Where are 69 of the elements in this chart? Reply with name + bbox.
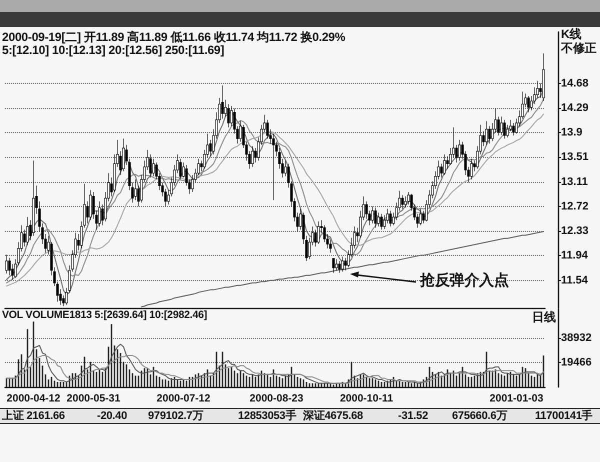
text: 11700141手 <box>535 410 593 422</box>
text: -31.52 <box>398 410 428 422</box>
candlestick <box>512 122 515 136</box>
candlestick <box>272 133 275 200</box>
x-tick-label: 2001-01-03 <box>490 392 544 404</box>
y-tick-label: 13.9 <box>561 126 582 138</box>
candlestick <box>149 154 152 178</box>
candlestick <box>89 190 92 220</box>
text: 5:[12.10] 10:[12.13] 20:[12.56] 250:[11.69] <box>2 43 224 57</box>
y-tick-label: 14.29 <box>561 102 589 114</box>
line-series <box>6 355 544 384</box>
y-tick-label: 19466 <box>561 356 592 369</box>
candlestick <box>122 138 125 172</box>
x-tick-label: 2000-10-11 <box>340 392 394 404</box>
candlestick <box>8 258 11 276</box>
candlestick <box>419 208 422 226</box>
candlestick <box>221 85 224 119</box>
candlestick <box>542 53 545 102</box>
y-tick-label: 12.72 <box>561 200 589 212</box>
y-tick-label: 11.94 <box>561 249 589 262</box>
candlestick <box>458 140 461 161</box>
candlestick <box>32 160 35 236</box>
text: -20.40 <box>97 410 127 422</box>
text: 675660.6万 <box>452 410 508 422</box>
candlestick <box>500 116 503 136</box>
candlestick <box>332 258 335 274</box>
annotation: 日线 <box>532 310 556 324</box>
chart-title: 2000-09-19[二] 开11.89 高11.89 低11.66 收11.74 均11.72 换0.29% <box>2 30 346 44</box>
x-tick-label: 2000-07-12 <box>156 392 211 404</box>
candlestick <box>374 207 377 228</box>
candlestick <box>401 194 404 210</box>
candlestick <box>470 158 473 180</box>
y-tick-label: 14.68 <box>561 77 589 90</box>
candlestick <box>485 120 488 146</box>
candlestick <box>404 196 407 208</box>
y-tick-label: 12.33 <box>561 224 589 237</box>
candlestick <box>527 96 530 113</box>
text: K线 <box>561 27 582 41</box>
chart-title: VOL VOLUME1813 5:[2639.64] 10:[2982.46] <box>2 309 208 322</box>
y-tick-label: 11.54 <box>561 274 589 286</box>
candlestick <box>371 206 374 224</box>
candlestick <box>341 256 344 272</box>
candlestick <box>152 158 155 177</box>
line-series <box>141 230 544 308</box>
text: 12853053手 <box>238 410 296 422</box>
y-tick-label: 38932 <box>561 332 592 344</box>
candlestick <box>5 254 8 274</box>
x-tick-label: 2000-08-23 <box>250 392 304 404</box>
y-tick-label: 13.51 <box>561 150 589 163</box>
candlestick <box>98 201 101 227</box>
y-tick-label: 13.11 <box>561 176 588 188</box>
text: 上证 2161.66 <box>2 410 65 422</box>
candlestick <box>317 221 320 244</box>
candlestick <box>227 104 230 128</box>
candlestick <box>443 154 446 176</box>
text: 深证4675.68 <box>303 410 363 422</box>
candlestick <box>380 214 383 230</box>
candlestick <box>503 120 506 139</box>
annotation: 抢反弹介入点 <box>420 272 509 289</box>
candlestick <box>389 210 392 227</box>
candlestick <box>26 216 29 246</box>
candlestick <box>179 158 182 180</box>
x-tick-label: 2000-04-12 <box>6 392 61 404</box>
candlestick <box>251 146 254 168</box>
text: 不修正 <box>561 41 596 55</box>
x-tick-label: 2000-05-31 <box>66 392 121 404</box>
candlestick <box>335 258 338 271</box>
text: 979102.7万 <box>148 410 204 422</box>
candlestick <box>338 260 341 274</box>
